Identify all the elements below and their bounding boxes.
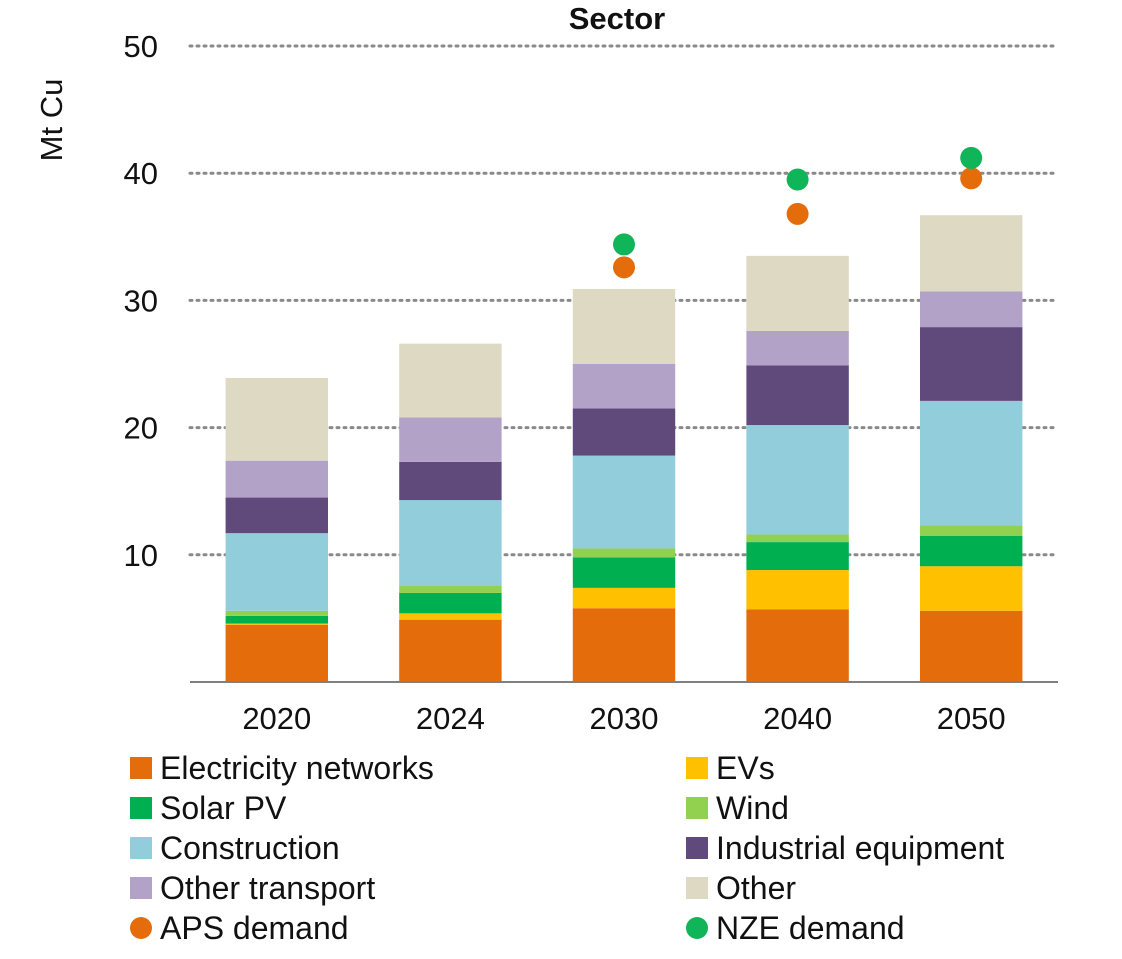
bar-segment: [225, 460, 329, 498]
bar-segment: [225, 610, 329, 616]
legend-item: Other transport: [130, 872, 375, 904]
bar-stack-2030: [572, 288, 676, 682]
demand-marker: [786, 202, 809, 225]
bar-segment: [919, 525, 1023, 536]
bar-segment: [399, 461, 502, 501]
bar-segment: [225, 624, 329, 682]
demand-marker: [960, 146, 983, 169]
bar-segment: [919, 566, 1023, 611]
y-tick-label: 40: [124, 156, 158, 191]
legend-swatch: [686, 757, 708, 779]
legend-label: Solar PV: [160, 790, 287, 826]
legend-item: Electricity networks: [130, 752, 434, 784]
legend-item: Wind: [686, 792, 789, 824]
bar-segment: [572, 288, 676, 364]
demand-markers: [613, 146, 983, 279]
legend-label: Wind: [716, 790, 789, 826]
y-tick-label: 50: [124, 29, 158, 64]
bar-segment: [919, 327, 1023, 401]
legend-label: Construction: [160, 830, 340, 866]
legend-swatch: [130, 877, 152, 899]
x-tick-label: 2024: [416, 701, 485, 736]
bar-stack-2040: [746, 255, 849, 682]
bar-stack-2020: [225, 377, 329, 682]
x-axis-ticks: 2020 2024 2030 2040 2050: [242, 701, 1005, 736]
bar-segment: [746, 534, 849, 543]
legend-label: Industrial equipment: [716, 830, 1005, 866]
legend-label: APS demand: [160, 910, 349, 946]
bar-segment: [919, 535, 1023, 567]
bar-segment: [399, 592, 502, 614]
legend-swatch: [686, 917, 708, 939]
bar-segment: [399, 585, 502, 593]
bar-stacks: [225, 215, 1023, 682]
bar-segment: [572, 364, 676, 409]
demand-marker: [960, 167, 983, 190]
bar-segment: [746, 609, 849, 682]
bar-segment: [399, 417, 502, 462]
bar-segment: [572, 587, 676, 609]
legend-swatch: [130, 797, 152, 819]
legend-item: Industrial equipment: [686, 832, 1004, 864]
bar-segment: [572, 557, 676, 588]
legend-item: Construction: [130, 832, 340, 864]
legend-swatch: [686, 837, 708, 859]
bar-segment: [746, 255, 849, 331]
bar-stack-2050: [919, 215, 1023, 682]
legend-label: Other transport: [160, 870, 376, 906]
bar-segment: [399, 613, 502, 620]
bar-segment: [746, 330, 849, 366]
x-tick-label: 2050: [937, 701, 1006, 736]
legend-label: Electricity networks: [160, 750, 434, 786]
demand-marker: [613, 256, 635, 279]
bar-segment: [399, 619, 502, 682]
bar-segment: [225, 377, 329, 461]
bar-segment: [919, 400, 1023, 526]
demand-marker: [613, 233, 635, 256]
bar-stack-2024: [399, 343, 502, 682]
bar-segment: [572, 608, 676, 682]
bar-segment: [399, 343, 502, 418]
x-tick-label: 2030: [590, 701, 659, 736]
bar-segment: [919, 215, 1023, 292]
bar-segment: [572, 408, 676, 456]
bar-segment: [746, 425, 849, 535]
bar-segment: [746, 365, 849, 426]
chart-title: Sector: [569, 1, 665, 36]
bar-segment: [399, 500, 502, 586]
bar-segment: [572, 548, 676, 558]
bar-segment: [225, 533, 329, 611]
x-tick-label: 2040: [763, 701, 832, 736]
y-tick-label: 10: [124, 538, 158, 573]
y-axis-label: Mt Cu: [34, 79, 69, 162]
bar-segment: [746, 542, 849, 571]
legend-swatch: [686, 877, 708, 899]
y-axis-ticks: 10 20 30 40 50: [124, 29, 158, 573]
demand-marker: [786, 168, 809, 191]
bar-segment: [919, 610, 1023, 682]
bar-segment: [225, 623, 329, 625]
legend-swatch: [130, 917, 152, 939]
legend-item: Other: [686, 872, 796, 904]
legend-swatch: [130, 837, 152, 859]
legend-item: APS demand: [130, 912, 349, 944]
bar-segment: [225, 615, 329, 624]
legend-swatch: [686, 797, 708, 819]
legend-item: Solar PV: [130, 792, 286, 824]
legend-item: NZE demand: [686, 912, 905, 944]
x-tick-label: 2020: [242, 701, 311, 736]
y-tick-label: 20: [124, 411, 158, 446]
legend-label: EVs: [716, 750, 775, 786]
bar-segment: [572, 455, 676, 549]
legend-swatch: [130, 757, 152, 779]
legend-label: NZE demand: [716, 910, 905, 946]
y-tick-label: 30: [124, 283, 158, 318]
bar-segment: [919, 291, 1023, 328]
bar-segment: [746, 570, 849, 610]
bar-segment: [225, 497, 329, 534]
legend-label: Other: [716, 870, 797, 906]
legend-item: EVs: [686, 752, 775, 784]
